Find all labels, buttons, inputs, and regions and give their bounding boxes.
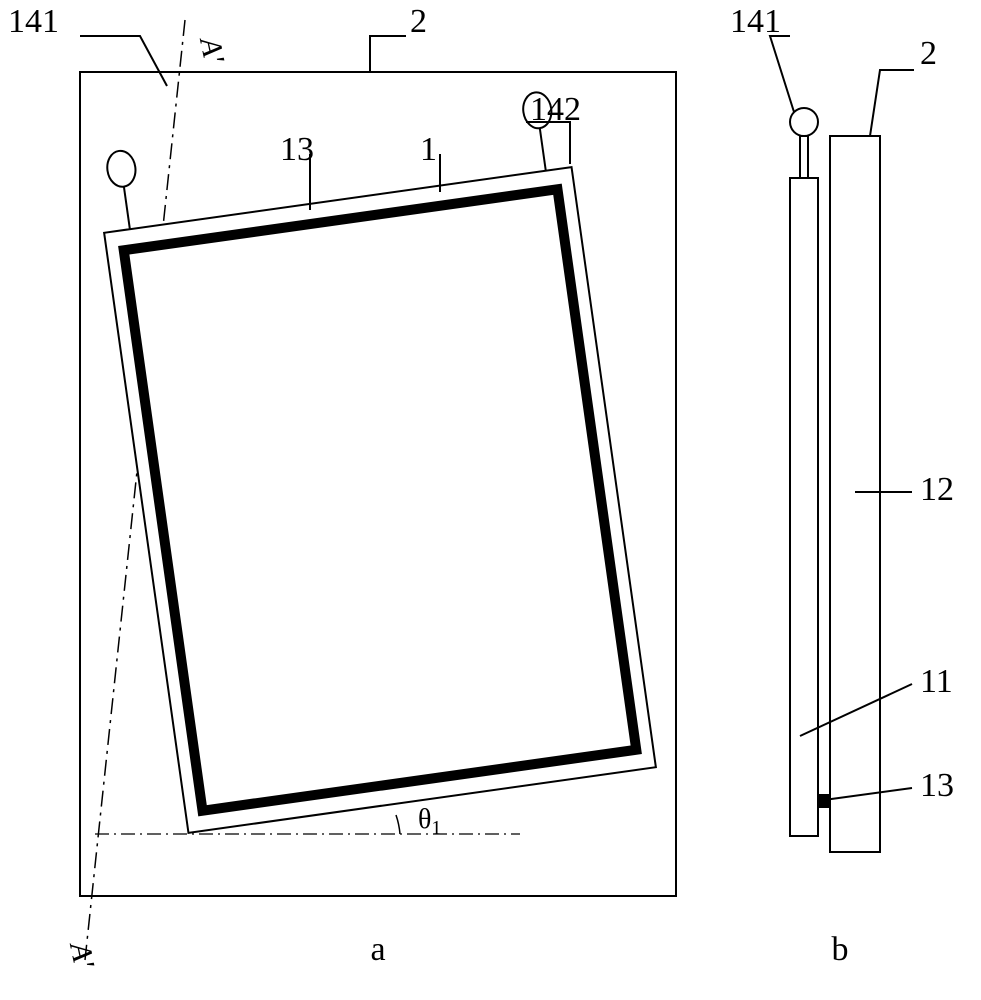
- panel-b-terminal-141: [790, 108, 818, 136]
- callout-141-b: 141: [730, 3, 781, 40]
- panel-a: θ1 A' A' 141 2 142 13 1 a: [8, 3, 676, 971]
- section-mark-bottom: A': [63, 938, 101, 972]
- leader-2-b: [870, 70, 914, 136]
- callout-1-a: 1: [420, 131, 437, 168]
- callout-13-a: 13: [280, 131, 314, 168]
- stem-left: [124, 185, 130, 230]
- section-mark-top: A': [193, 33, 231, 67]
- panel-b-back-rect: [830, 136, 880, 852]
- callout-142-a: 142: [530, 91, 581, 128]
- leader-141-a: [80, 36, 167, 86]
- terminal-141: [105, 149, 138, 189]
- callout-13-b: 13: [920, 767, 954, 804]
- panel-b-label: b: [832, 931, 849, 968]
- stem-right: [540, 126, 546, 171]
- callout-2-b: 2: [920, 35, 937, 72]
- panel-b-front-rect: [790, 178, 818, 836]
- theta-label: θ1: [418, 804, 441, 839]
- callout-11-b: 11: [920, 663, 953, 700]
- tilted-inner-border: [124, 189, 637, 810]
- callout-141-a: 141: [8, 3, 59, 40]
- panel-b-stem: [800, 136, 808, 178]
- panel-a-label: a: [370, 931, 385, 968]
- leader-142-a: [526, 122, 570, 164]
- panel-b-sealant: [818, 794, 830, 808]
- panel-b: [790, 108, 880, 852]
- tilted-panel-group: [93, 89, 656, 833]
- callout-2-a: 2: [410, 3, 427, 40]
- theta-arc: [396, 815, 400, 834]
- leader-2-a: [370, 36, 406, 72]
- leader-141-b: [770, 36, 794, 112]
- callout-12-b: 12: [920, 471, 954, 508]
